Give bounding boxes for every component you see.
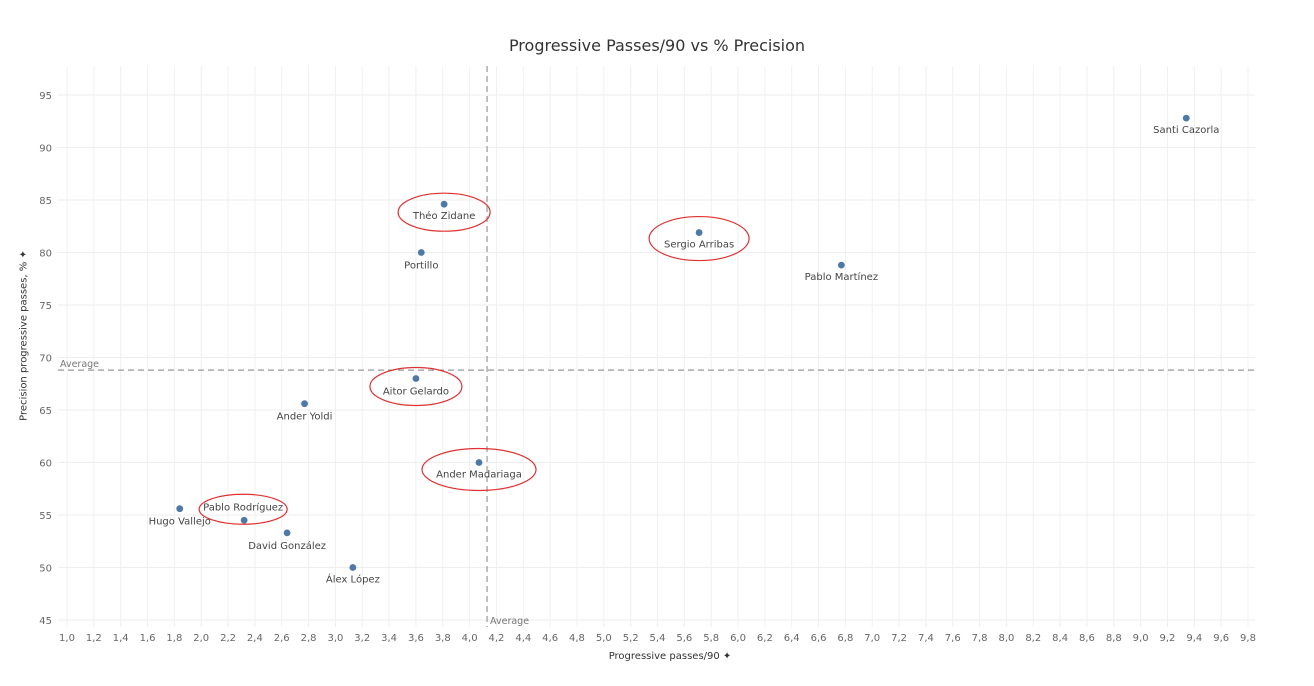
y-tick-label: 70 bbox=[39, 354, 52, 365]
x-tick-label: 6,2 bbox=[757, 633, 773, 644]
x-tick-label: 4,6 bbox=[542, 633, 558, 644]
x-tick-label: 5,6 bbox=[676, 633, 692, 644]
x-tick-label: 5,0 bbox=[596, 633, 612, 644]
y-tick-label: 60 bbox=[39, 459, 52, 470]
point-label: Hugo Vallejo bbox=[149, 517, 211, 528]
x-tick-label: 8,8 bbox=[1106, 633, 1122, 644]
x-tick-label: 2,6 bbox=[274, 633, 290, 644]
point-label: Álex López bbox=[326, 573, 380, 586]
x-tick-label: 5,8 bbox=[703, 633, 719, 644]
x-axis-label: Progressive passes/90 ✦ bbox=[608, 651, 732, 662]
axis-layer: 1,0 1,2 1,4 1,6 1,8 2,0 2,2 2,4 2,6 2,8 3,0 3,2 3,4 3… bbox=[39, 91, 1256, 644]
y-tick-label: 90 bbox=[39, 144, 52, 155]
data-point bbox=[837, 261, 845, 269]
x-tick-label: 9,8 bbox=[1240, 633, 1256, 644]
x-tick-label: 3,2 bbox=[354, 633, 370, 644]
x-tick-label: 7,2 bbox=[891, 633, 907, 644]
highlight-ellipse bbox=[369, 366, 463, 407]
x-tick-label: 6,0 bbox=[730, 633, 746, 644]
highlight-ellipse bbox=[198, 493, 288, 525]
x-tick-label: 1,6 bbox=[140, 633, 156, 644]
point-label: Pablo Rodríguez bbox=[203, 501, 283, 513]
point-label: Santi Cazorla bbox=[1153, 125, 1219, 136]
data-point bbox=[475, 459, 483, 466]
x-tick-label: 9,6 bbox=[1213, 633, 1229, 644]
highlight-ellipse bbox=[397, 192, 491, 232]
data-point bbox=[240, 516, 248, 524]
y-axis-label: Precision progressive passes, % ✦ bbox=[18, 250, 30, 421]
data-point bbox=[349, 564, 357, 571]
x-tick-label: 8,0 bbox=[998, 633, 1014, 644]
y-average-label: Average bbox=[60, 359, 99, 370]
x-average-label: Average bbox=[490, 616, 529, 627]
point-label: Portillo bbox=[404, 261, 438, 272]
x-tick-label: 5,4 bbox=[650, 633, 666, 644]
point-label: Ander Yoldi bbox=[277, 412, 333, 423]
x-tick-label: 8,2 bbox=[1025, 633, 1041, 644]
point-label: Ander Madariaga bbox=[436, 470, 522, 481]
point-label: Pablo Martínez bbox=[805, 271, 878, 283]
x-tick-label: 4,0 bbox=[462, 633, 478, 644]
points-layer: Santi Cazorla Théo Zidane Sergio Arribas Po… bbox=[149, 114, 1219, 586]
x-tick-label: 3,8 bbox=[435, 633, 451, 644]
data-point bbox=[440, 200, 448, 208]
x-tick-label: 6,4 bbox=[784, 633, 800, 644]
highlight-ellipse bbox=[648, 215, 750, 262]
data-point bbox=[417, 249, 425, 256]
x-tick-label: 8,4 bbox=[1052, 633, 1068, 644]
x-tick-label: 4,2 bbox=[489, 633, 505, 644]
y-tick-label: 85 bbox=[39, 196, 52, 207]
x-tick-label: 2,4 bbox=[247, 633, 263, 644]
y-tick-label: 45 bbox=[39, 616, 52, 627]
x-tick-label: 1,4 bbox=[113, 633, 129, 644]
y-tick-label: 80 bbox=[39, 249, 52, 260]
chart-title: Progressive Passes/90 vs % Precision bbox=[508, 36, 806, 55]
x-tick-label: 8,6 bbox=[1079, 633, 1095, 644]
data-point bbox=[283, 529, 291, 537]
x-tick-label: 5,2 bbox=[623, 633, 639, 644]
data-point bbox=[1182, 114, 1190, 122]
x-tick-label: 1,8 bbox=[166, 633, 182, 644]
x-tick-label: 7,6 bbox=[945, 633, 961, 644]
highlight-ellipse bbox=[421, 447, 537, 492]
x-tick-label: 1,0 bbox=[59, 633, 75, 644]
grid-layer bbox=[58, 66, 1255, 627]
data-point bbox=[412, 375, 420, 382]
x-tick-label: 7,8 bbox=[972, 633, 988, 644]
data-point bbox=[301, 400, 308, 408]
data-point bbox=[176, 505, 184, 513]
point-label: Aitor Gelardo bbox=[383, 387, 449, 398]
y-tick-label: 95 bbox=[39, 91, 52, 102]
x-tick-label: 9,2 bbox=[1160, 633, 1176, 644]
point-label: Théo Zidane bbox=[412, 210, 476, 222]
y-tick-label: 50 bbox=[39, 564, 52, 575]
x-tick-label: 4,8 bbox=[569, 633, 585, 644]
x-tick-label: 9,0 bbox=[1133, 633, 1149, 644]
x-tick-label: 7,4 bbox=[918, 633, 934, 644]
y-tick-label: 65 bbox=[39, 406, 52, 417]
y-tick-label: 75 bbox=[39, 301, 52, 312]
x-tick-label: 2,0 bbox=[193, 633, 209, 644]
x-tick-label: 3,4 bbox=[381, 633, 397, 644]
point-label: David González bbox=[248, 540, 326, 552]
x-tick-label: 4,4 bbox=[515, 633, 531, 644]
x-tick-label: 3,0 bbox=[327, 633, 343, 644]
x-tick-label: 6,8 bbox=[837, 633, 853, 644]
data-point bbox=[695, 229, 703, 236]
y-tick-label: 55 bbox=[39, 511, 52, 522]
reference-lines: Average Average bbox=[58, 66, 1255, 627]
x-tick-label: 7,0 bbox=[864, 633, 880, 644]
x-tick-label: 9,4 bbox=[1186, 633, 1202, 644]
point-label: Sergio Arribas bbox=[664, 240, 734, 251]
x-tick-label: 1,2 bbox=[86, 633, 102, 644]
x-tick-label: 3,6 bbox=[408, 633, 424, 644]
x-tick-label: 6,6 bbox=[811, 633, 827, 644]
x-tick-label: 2,2 bbox=[220, 633, 236, 644]
x-tick-label: 2,8 bbox=[301, 633, 317, 644]
